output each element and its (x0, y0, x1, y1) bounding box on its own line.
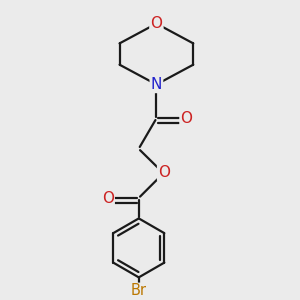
Text: O: O (158, 165, 170, 180)
Text: O: O (102, 191, 114, 206)
Text: O: O (181, 111, 193, 126)
Text: Br: Br (131, 283, 147, 298)
Text: N: N (151, 77, 162, 92)
Text: O: O (150, 16, 162, 31)
